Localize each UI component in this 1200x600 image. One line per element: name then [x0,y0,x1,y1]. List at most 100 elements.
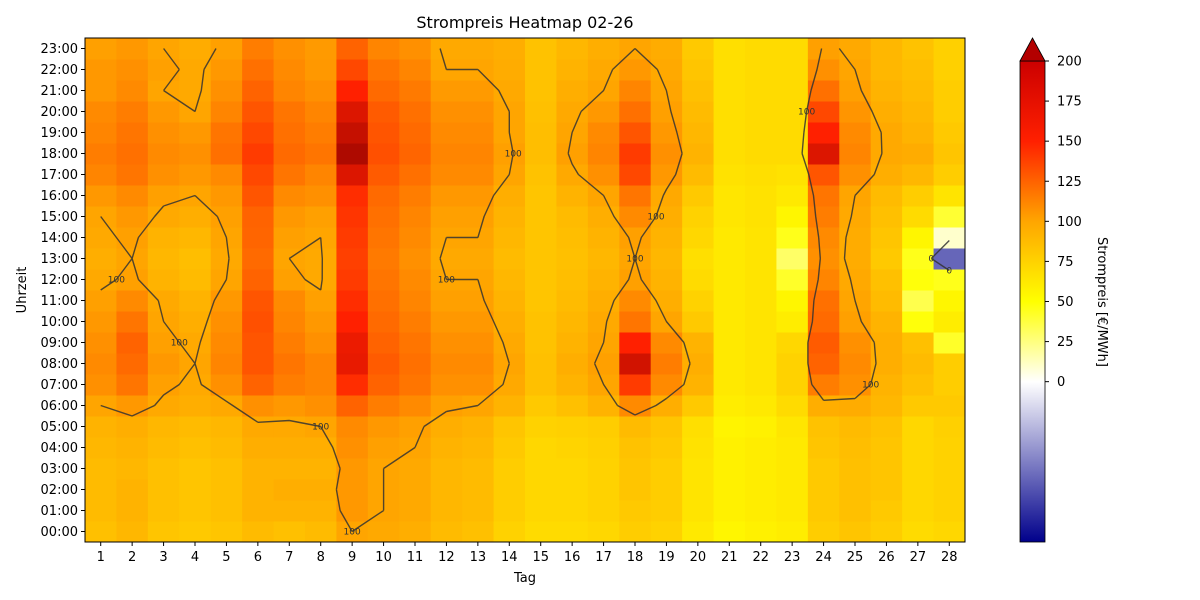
heatmap-cell [273,59,306,81]
heatmap-cell [399,353,432,375]
heatmap-cell [116,227,149,249]
heatmap-cell [273,479,306,501]
heatmap-cell [682,80,715,102]
heatmap-cell [273,311,306,333]
heatmap-cell [493,458,526,480]
heatmap-cell [462,290,495,312]
heatmap-cell [902,269,935,291]
heatmap-cell [839,353,872,375]
heatmap-cell [776,332,809,354]
heatmap-cell [933,227,966,249]
contour-label: 100 [108,276,125,286]
heatmap-cell [367,38,400,60]
heatmap-cell [399,227,432,249]
heatmap-cell [493,206,526,228]
heatmap-cell [807,206,840,228]
heatmap-cell [619,122,652,144]
heatmap-cell [210,143,243,165]
heatmap-cell [807,332,840,354]
heatmap-cell [147,353,180,375]
heatmap-cell [807,59,840,81]
heatmap-cell [902,248,935,270]
heatmap-cell [273,290,306,312]
heatmap-cell [745,374,777,396]
heatmap-cell [116,479,149,501]
heatmap-cell [462,122,495,144]
heatmap-cell [933,101,966,123]
x-tick-label: 3 [159,550,167,565]
heatmap-cell [116,59,149,81]
heatmap-cell [587,248,620,270]
heatmap-cell [650,437,683,459]
heatmap-cell [650,353,683,375]
heatmap-cell [367,437,400,459]
heatmap-cell [745,395,777,417]
contour-label: 100 [171,339,188,349]
y-tick-label: 10:00 [41,315,78,330]
heatmap-cell [210,80,243,102]
heatmap-cell [556,311,589,333]
heatmap-cell [682,59,715,81]
heatmap-cell [807,185,840,207]
heatmap-cell [493,290,526,312]
heatmap-cell [933,290,966,312]
heatmap-cell [525,500,557,522]
heatmap-cell [525,164,557,186]
heatmap-cell [902,311,935,333]
x-tick-label: 6 [254,550,262,565]
heatmap-cell [242,374,275,396]
heatmap-cell [556,500,589,522]
x-tick-label: 25 [847,550,864,565]
heatmap-cell [556,248,589,270]
heatmap-cell [525,290,557,312]
heatmap-cell [85,332,117,354]
heatmap-cell [713,416,746,438]
heatmap-cell [399,290,432,312]
heatmap-cell [870,122,903,144]
heatmap-cell [210,353,243,375]
heatmap-cell [682,122,715,144]
heatmap-cell [147,290,180,312]
heatmap-cell [85,311,117,333]
x-tick-label: 16 [564,550,581,565]
heatmap-cell [210,122,243,144]
heatmap-cell [713,227,746,249]
heatmap-cell [870,248,903,270]
heatmap-cell [556,437,589,459]
heatmap-cell [839,101,872,123]
heatmap-cell [682,332,715,354]
heatmap-cell [305,143,337,165]
heatmap-cell [462,479,495,501]
heatmap-cell [713,311,746,333]
heatmap-cell [462,437,495,459]
heatmap-cell [305,248,337,270]
contour-label: 0 [928,255,934,265]
heatmap-cell [619,59,652,81]
heatmap-cell [902,500,935,522]
heatmap-cell [210,206,243,228]
heatmap-cell [179,122,212,144]
x-tick-label: 2 [128,550,136,565]
x-tick-label: 13 [470,550,487,565]
heatmap-cell [179,80,212,102]
heatmap-cell [525,59,557,81]
heatmap-cell [525,521,557,543]
heatmap-cell [745,80,777,102]
heatmap-cell [682,479,715,501]
heatmap-cell [933,353,966,375]
x-tick-label: 9 [348,550,356,565]
heatmap-cell [493,521,526,543]
heatmap-cell [273,101,306,123]
heatmap-cell [902,290,935,312]
heatmap-cell [305,479,337,501]
heatmap-cell [85,164,117,186]
heatmap-cell [367,395,400,417]
heatmap-cell [305,185,337,207]
heatmap-cell [587,395,620,417]
heatmap-cell [336,311,369,333]
heatmap-cell [430,395,463,417]
heatmap-cell [147,164,180,186]
heatmap-cell [682,248,715,270]
heatmap-cell [525,437,557,459]
heatmap-cell [367,353,400,375]
